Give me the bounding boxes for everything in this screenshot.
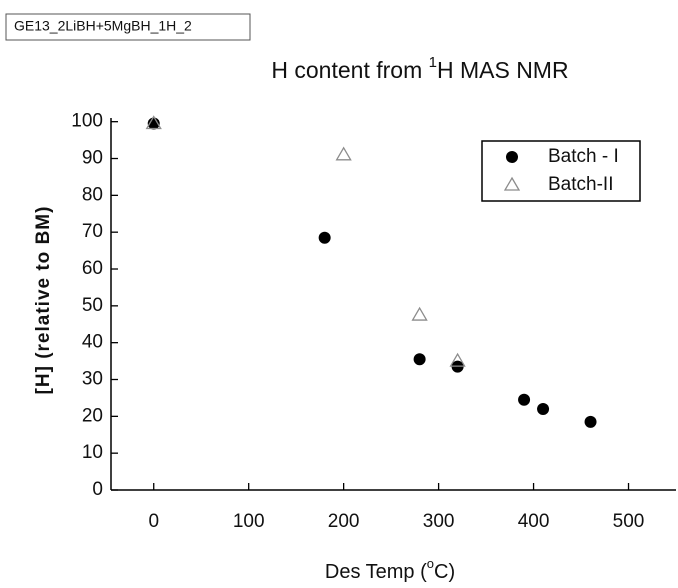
legend-box — [481, 140, 641, 202]
tag: GE13_2LiBH+5MgBH_1H_2 — [14, 18, 192, 34]
point — [518, 393, 531, 406]
y-tick-label: 60 — [82, 258, 103, 279]
point — [145, 115, 162, 130]
y-tick-label: 40 — [82, 332, 103, 353]
legend-marker — [503, 176, 521, 191]
y-tick-label: 70 — [82, 221, 103, 242]
y-tick-label: 10 — [82, 442, 103, 463]
y-tick-label: 0 — [92, 479, 103, 500]
x-axis-label: Des Temp (oC) — [325, 556, 455, 583]
legend-label: Batch - I — [548, 146, 619, 167]
x-tick-label: 300 — [423, 511, 455, 532]
y-axis-label: [H] (relative to BM) — [33, 206, 54, 395]
x-label-sup: o — [427, 556, 434, 571]
title-part: H MAS NMR — [437, 57, 569, 83]
x-label-part: C) — [434, 561, 455, 583]
point — [335, 146, 352, 161]
y-tick-label: 80 — [82, 184, 103, 205]
point — [537, 402, 550, 415]
y-tick-label: 90 — [82, 148, 103, 169]
x-tick-label: 400 — [518, 511, 550, 532]
y-tick-label: 100 — [71, 111, 103, 132]
tag-box — [5, 13, 251, 41]
x-tick-label: 200 — [328, 511, 360, 532]
title-part: H content from — [271, 57, 428, 83]
x-tick-label: 100 — [233, 511, 265, 532]
x-tick-label: 0 — [148, 511, 159, 532]
point — [449, 352, 466, 367]
y-tick-label: 50 — [82, 295, 103, 316]
title-sup: 1 — [429, 54, 437, 71]
point — [584, 415, 597, 428]
x-label-part: Des Temp ( — [325, 561, 427, 583]
point — [413, 353, 426, 366]
x-tick-label: 500 — [613, 511, 645, 532]
y-tick-label: 20 — [82, 405, 103, 426]
legend-label: Batch-II — [548, 174, 613, 195]
point — [318, 231, 331, 244]
chart-title: H content from 1H MAS NMR — [271, 54, 568, 83]
point — [411, 306, 428, 321]
y-tick-label: 30 — [82, 369, 103, 390]
legend-marker — [506, 151, 518, 163]
